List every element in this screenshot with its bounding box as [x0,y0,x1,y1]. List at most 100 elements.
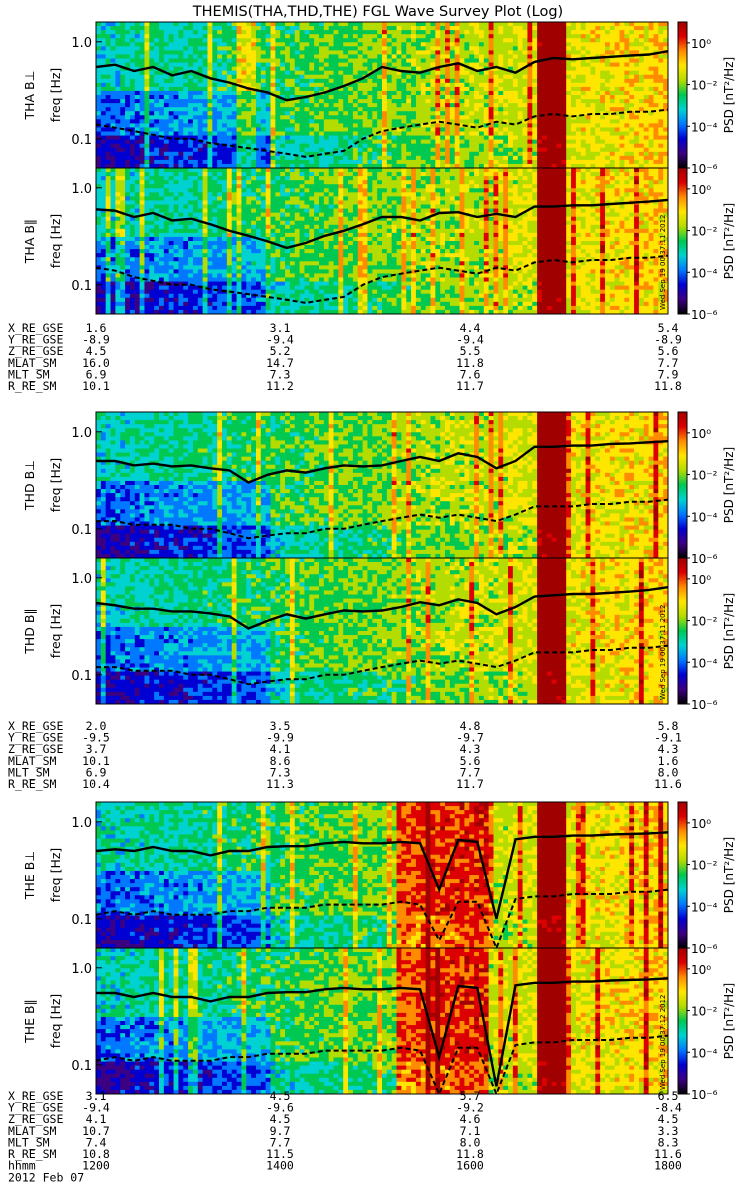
ephemeris-row-label: MLT_SM [8,765,50,779]
panel-frame [95,167,669,315]
y-tick-label: 0.1 [71,279,92,294]
colorbar-label: PSD [nT²/Hz] [722,837,736,913]
ephemeris-value: 4.5 [86,344,107,358]
panel-probe-label: THA B⊥ [22,70,37,120]
ephemeris-value: -8.9 [82,333,110,347]
colorbar-tick-label: 10⁻² [691,79,718,93]
colorbar-tick-label: 10⁻⁴ [691,510,718,524]
ephemeris-value: 5.7 [460,1089,481,1103]
colorbar-gradient [677,557,688,705]
spectrogram-cells [96,558,668,704]
time-tick-label: 1800 [654,1159,682,1173]
ephemeris-value: 7.6 [460,367,481,381]
spectrogram-panel-tha-para: 0.1 1.0 THA B∥ freq [Hz] Wed Sep 19 00:37:11… [22,167,736,322]
ephemeris-row-label: X_RE_GSE [8,719,63,733]
panel-freq-label: freq [Hz] [48,458,63,513]
ephemeris-row-label: R_RE_SM [8,1147,57,1161]
dashed-frequency-line [96,1034,668,1094]
ephemeris-row-label: Y_RE_GSE [8,1101,63,1115]
spectrogram-panels: 0.1 1.0 THA B⊥ freq [Hz] 10⁰ 10⁻² 10⁻⁴ 10⁻⁶ PSD … [22,21,736,1102]
colorbar-tick-label: 10⁰ [691,817,711,831]
ephemeris-row-label: Y_RE_GSE [8,333,63,347]
ephemeris-value: -9.2 [456,1101,484,1115]
ephemeris-row-label: MLAT_SM [8,754,57,768]
y-tick-label: 1.0 [71,816,92,831]
ephemeris-value: 7.7 [658,356,679,370]
panel-freq-label: freq [Hz] [48,214,63,269]
y-tick-label: 0.1 [71,669,92,684]
time-axis-label: hhmm [8,1159,36,1173]
colorbar-gradient [677,167,688,315]
ephemeris-value: 5.5 [460,344,481,358]
ephemeris-value: 3.3 [658,1124,679,1138]
colorbar-tick-label: 10⁻² [691,615,718,629]
timestamp-stamp: Wed Sep 19 00:37:12 2012 [659,994,667,1090]
panel-probe-label: THD B⊥ [22,460,37,511]
spectrogram-panel-thd-para: 0.1 1.0 THD B∥ freq [Hz] Wed Sep 19 00:37:11… [22,557,736,712]
colorbar-label: PSD [nT²/Hz] [722,447,736,523]
y-tick-label: 1.0 [71,962,92,977]
colorbar: 10⁰ 10⁻² 10⁻⁴ 10⁻⁶ PSD [nT²/Hz] [677,411,736,566]
ephemeris-table-thd: X_RE_GSE 2.0 3.5 4.8 5.8 Y_RE_GSE -9.5 -9.9 -9.7… [8,719,682,791]
ephemeris-value: 4.5 [658,1112,679,1126]
colorbar-tick-label: 10⁻⁶ [691,698,718,712]
figure-title: THEMIS(THA,THD,THE) FGL Wave Survey Plot… [192,4,563,20]
time-tick-label: 1400 [266,1159,294,1173]
spectrogram-cells [96,948,668,1094]
ephemeris-value: 5.2 [270,344,291,358]
colorbar-tick-label: 10⁰ [691,573,711,587]
colorbar-tick-label: 10⁻² [691,225,718,239]
ephemeris-value: -9.4 [456,333,484,347]
ephemeris-value: 11.8 [456,1147,484,1161]
ephemeris-table-the: X_RE_GSE 3.1 4.5 5.7 6.5 Y_RE_GSE -9.4 -9.6 -9.2… [8,1089,682,1161]
ephemeris-row-label: MLT_SM [8,1135,50,1149]
ephemeris-value: 4.5 [270,1112,291,1126]
colorbar-gradient [677,801,688,949]
ephemeris-value: 7.4 [86,1135,107,1149]
ephemeris-row-label: Y_RE_GSE [8,731,63,745]
ephemeris-row-label: Z_RE_GSE [8,742,63,756]
colorbar-tick-label: 10⁻⁴ [691,120,718,134]
ephemeris-row-label: MLAT_SM [8,356,57,370]
ephemeris-value: 4.4 [460,321,481,335]
colorbar-label: PSD [nT²/Hz] [722,203,736,279]
colorbar: 10⁰ 10⁻² 10⁻⁴ 10⁻⁶ PSD [nT²/Hz] [677,557,736,712]
ephemeris-value: 8.0 [460,1135,481,1149]
panel-freq-label: freq [Hz] [48,68,63,123]
colorbar-tick-label: 10⁻⁶ [691,308,718,322]
colorbar-gradient [677,21,688,169]
ephemeris-value: 7.1 [460,1124,481,1138]
ephemeris-value: 4.1 [270,742,291,756]
panel-freq-label: freq [Hz] [48,604,63,659]
ephemeris-value: 4.6 [460,1112,481,1126]
ephemeris-value: 11.6 [654,777,682,791]
colorbar-label: PSD [nT²/Hz] [722,593,736,669]
panel-probe-label: THA B∥ [22,219,37,264]
ephemeris-value: 10.1 [82,754,110,768]
dashed-frequency-line [96,888,668,948]
ephemeris-tables: X_RE_GSE 1.6 3.1 4.4 5.4 Y_RE_GSE -8.9 -9.4 -9.4… [8,321,682,1161]
spectrogram-cells [96,412,668,558]
colorbar: 10⁰ 10⁻² 10⁻⁴ 10⁻⁶ PSD [nT²/Hz] [677,947,736,1102]
colorbar: 10⁰ 10⁻² 10⁻⁴ 10⁻⁶ PSD [nT²/Hz] [677,167,736,322]
ephemeris-value: -9.4 [82,1101,110,1115]
solid-frequency-line [96,198,668,250]
ephemeris-value: 3.1 [270,321,291,335]
ephemeris-row-label: X_RE_GSE [8,321,63,335]
ephemeris-value: 11.8 [654,379,682,393]
ephemeris-value: 9.7 [270,1124,291,1138]
time-tick-label: 1200 [82,1159,110,1173]
panel-freq-label: freq [Hz] [48,848,63,903]
dashed-frequency-line [96,644,668,686]
ephemeris-value: 6.9 [86,765,107,779]
timestamp-stamp: Wed Sep 19 00:37:11 2012 [659,604,667,700]
ephemeris-row-label: R_RE_SM [8,379,57,393]
dashed-frequency-line [96,498,668,540]
ephemeris-value: 5.8 [658,719,679,733]
ephemeris-value: 7.3 [270,765,291,779]
solid-frequency-line [96,50,668,102]
ephemeris-value: 4.3 [460,742,481,756]
colorbar-tick-label: 10⁰ [691,963,711,977]
ephemeris-value: 10.1 [82,379,110,393]
